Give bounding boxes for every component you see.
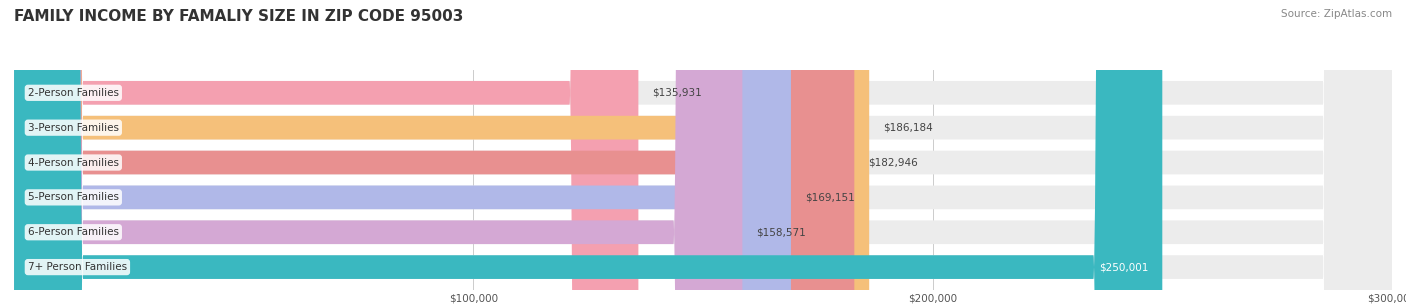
FancyBboxPatch shape: [14, 0, 1392, 305]
FancyBboxPatch shape: [14, 0, 742, 305]
Text: $135,931: $135,931: [652, 88, 702, 98]
Text: $250,001: $250,001: [1099, 262, 1149, 272]
FancyBboxPatch shape: [14, 0, 792, 305]
Text: 7+ Person Families: 7+ Person Families: [28, 262, 127, 272]
Text: $182,946: $182,946: [868, 157, 918, 167]
Text: $158,571: $158,571: [756, 227, 806, 237]
Text: FAMILY INCOME BY FAMALIY SIZE IN ZIP CODE 95003: FAMILY INCOME BY FAMALIY SIZE IN ZIP COD…: [14, 9, 464, 24]
FancyBboxPatch shape: [14, 0, 1163, 305]
FancyBboxPatch shape: [14, 0, 1392, 305]
Text: 6-Person Families: 6-Person Families: [28, 227, 120, 237]
Text: 3-Person Families: 3-Person Families: [28, 123, 120, 133]
Text: Source: ZipAtlas.com: Source: ZipAtlas.com: [1281, 9, 1392, 19]
Text: $186,184: $186,184: [883, 123, 932, 133]
Text: $169,151: $169,151: [804, 192, 855, 203]
Text: 5-Person Families: 5-Person Families: [28, 192, 120, 203]
FancyBboxPatch shape: [14, 0, 869, 305]
FancyBboxPatch shape: [14, 0, 1392, 305]
FancyBboxPatch shape: [14, 0, 638, 305]
FancyBboxPatch shape: [14, 0, 1392, 305]
Text: 4-Person Families: 4-Person Families: [28, 157, 120, 167]
FancyBboxPatch shape: [14, 0, 1392, 305]
Text: 2-Person Families: 2-Person Families: [28, 88, 120, 98]
FancyBboxPatch shape: [14, 0, 855, 305]
FancyBboxPatch shape: [14, 0, 1392, 305]
